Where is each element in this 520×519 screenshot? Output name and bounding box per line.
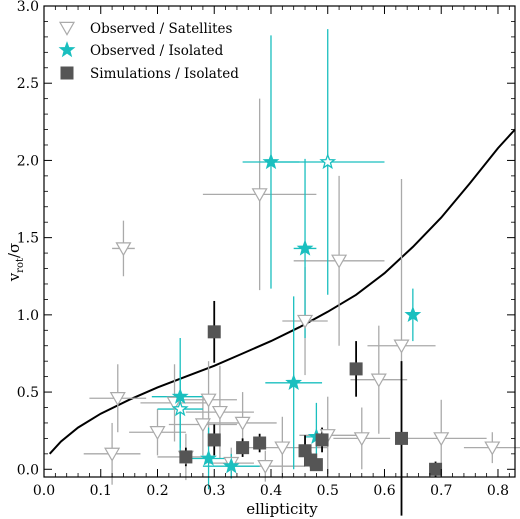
satellites-point xyxy=(109,392,126,407)
satellites-point xyxy=(115,242,132,257)
simulations-point xyxy=(207,433,221,447)
isolated-point xyxy=(171,400,189,417)
satellites-point xyxy=(104,447,121,462)
isolated-point xyxy=(296,239,314,256)
satellites-point xyxy=(274,441,291,456)
isolated-point xyxy=(285,373,303,391)
satellites-point xyxy=(257,459,274,475)
y-tick-label: 1.5 xyxy=(17,231,39,247)
x-tick-label: 0.6 xyxy=(373,483,395,499)
y-tick-label: 0.5 xyxy=(17,385,39,401)
x-axis-label: ellipticity xyxy=(246,500,318,518)
legend-item-isolated: Observed / Isolated xyxy=(58,41,224,59)
satellites-point xyxy=(194,418,211,433)
errorbar-layer xyxy=(83,29,520,516)
simulations-point xyxy=(349,362,363,376)
satellites-point xyxy=(211,405,228,421)
simulations-point xyxy=(429,462,443,476)
satellites-point xyxy=(234,416,251,431)
x-tick-label: 0.8 xyxy=(487,483,509,499)
simulations-point xyxy=(207,325,221,339)
legend-item-satellites: Observed / Satellites xyxy=(58,21,233,37)
legend-marker-satellites xyxy=(58,21,76,36)
simulations-point xyxy=(253,436,267,450)
legend-label-simulations: Simulations / Isolated xyxy=(90,66,239,82)
legend-label-satellites: Observed / Satellites xyxy=(90,21,233,37)
plot-frame xyxy=(43,5,516,478)
x-tick-label: 0.5 xyxy=(317,483,339,499)
satellites-point xyxy=(200,393,217,408)
simulations-point xyxy=(179,450,193,464)
simulations-point xyxy=(309,458,323,472)
legend-marker-isolated xyxy=(58,41,76,58)
satellites-point xyxy=(297,314,314,329)
marker-layer xyxy=(104,153,501,476)
isolated-point xyxy=(171,387,189,404)
y-tick-label: 3.0 xyxy=(17,0,39,15)
x-tick-label: 0.1 xyxy=(90,483,112,499)
isolated-point xyxy=(262,153,280,170)
x-tick-label: 0.7 xyxy=(430,483,452,499)
isolated-point xyxy=(222,457,240,474)
legend-item-simulations: Simulations / Isolated xyxy=(60,66,239,82)
simulations-point xyxy=(395,431,409,445)
y-axis-label: vrot/σ xyxy=(5,243,26,283)
isolated-point xyxy=(404,306,422,322)
y-tick-label: 0.0 xyxy=(17,462,39,478)
satellites-point xyxy=(251,188,268,203)
y-tick-label: 2.5 xyxy=(17,76,39,92)
satellites-point xyxy=(149,426,166,441)
satellites-point xyxy=(433,432,450,447)
x-tick-label: 0.0 xyxy=(33,483,55,499)
legend-label-isolated: Observed / Isolated xyxy=(90,43,224,59)
x-tick-label: 0.3 xyxy=(203,483,225,499)
x-tick-label: 0.2 xyxy=(146,483,168,499)
model-curve-layer xyxy=(48,128,516,455)
axes: 0.0 0.1 0.2 0.3 0.4 0.5 0.6 0.7 0.8 0.0 0.5 1.0 1.5 2… xyxy=(17,0,516,499)
simulations-point xyxy=(315,433,329,447)
y-tick-label: 2.0 xyxy=(17,153,39,169)
satellites-point xyxy=(484,441,501,456)
legend: Observed / Satellites Observed / Isolate… xyxy=(58,21,239,82)
isolated-point xyxy=(200,449,217,466)
x-tick-label: 0.4 xyxy=(260,483,282,499)
model-curve xyxy=(48,128,516,455)
y-tick-label: 1.0 xyxy=(17,308,39,324)
satellites-point xyxy=(331,254,348,269)
satellites-point xyxy=(393,339,410,354)
legend-marker-simulations xyxy=(60,66,74,80)
satellites-point xyxy=(370,373,387,388)
simulations-point xyxy=(236,441,250,455)
isolated-point xyxy=(319,153,337,170)
satellites-point xyxy=(353,432,370,447)
